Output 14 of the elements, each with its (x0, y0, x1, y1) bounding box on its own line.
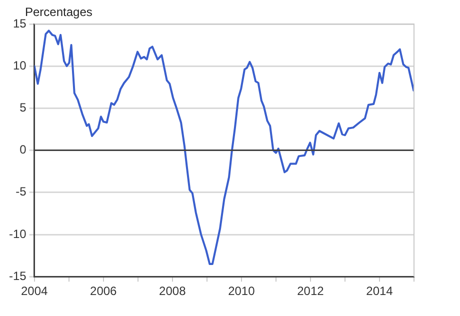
x-tick-label: 2014 (366, 284, 394, 298)
x-tick-label: 2012 (297, 284, 324, 298)
y-tick-label: -10 (9, 226, 27, 241)
x-tick-label: 2010 (228, 284, 256, 298)
x-tick-label: 2006 (90, 284, 118, 298)
y-tick-label: 0 (20, 142, 27, 157)
y-axis-title: Percentages (25, 5, 92, 19)
y-tick-label: -15 (9, 268, 27, 283)
x-tick-label: 2008 (159, 284, 186, 298)
x-tick-label: 2004 (20, 284, 48, 298)
y-tick-label: 15 (12, 16, 27, 30)
y-tick-label: -5 (16, 184, 27, 199)
y-tick-label: 5 (20, 100, 27, 115)
y-tick-label: 10 (12, 58, 27, 72)
